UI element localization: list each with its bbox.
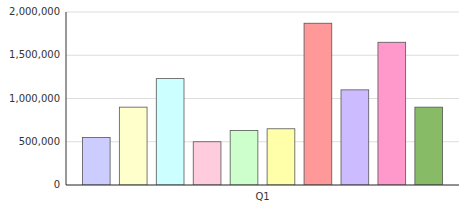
chart-container: 0 500,000 1,000,000 1,500,000 2,000,000 Q1 bbox=[0, 0, 471, 211]
bar bbox=[82, 137, 110, 185]
bar bbox=[341, 90, 369, 185]
bars bbox=[82, 23, 442, 185]
y-axis bbox=[66, 12, 67, 185]
bar bbox=[304, 23, 332, 185]
x-axis bbox=[66, 185, 459, 186]
grid-line bbox=[66, 185, 459, 186]
x-tick-label: Q1 bbox=[255, 191, 269, 202]
y-tick-label: 1,500,000 bbox=[9, 49, 60, 60]
bar bbox=[119, 107, 147, 185]
bar bbox=[415, 107, 443, 185]
grid bbox=[66, 12, 459, 185]
y-tick-label: 0 bbox=[54, 179, 60, 190]
chart: 0 500,000 1,000,000 1,500,000 2,000,000 Q1 bbox=[0, 0, 471, 211]
bar bbox=[378, 42, 406, 185]
y-ticks: 0 500,000 1,000,000 1,500,000 2,000,000 bbox=[9, 6, 60, 190]
bar bbox=[156, 79, 184, 185]
bar bbox=[267, 129, 295, 185]
y-tick-label: 1,000,000 bbox=[9, 93, 60, 104]
y-tick-label: 500,000 bbox=[19, 136, 60, 147]
bar bbox=[193, 142, 221, 185]
grid-line bbox=[66, 12, 459, 13]
bar bbox=[230, 131, 258, 185]
y-tick-label: 2,000,000 bbox=[9, 6, 60, 17]
